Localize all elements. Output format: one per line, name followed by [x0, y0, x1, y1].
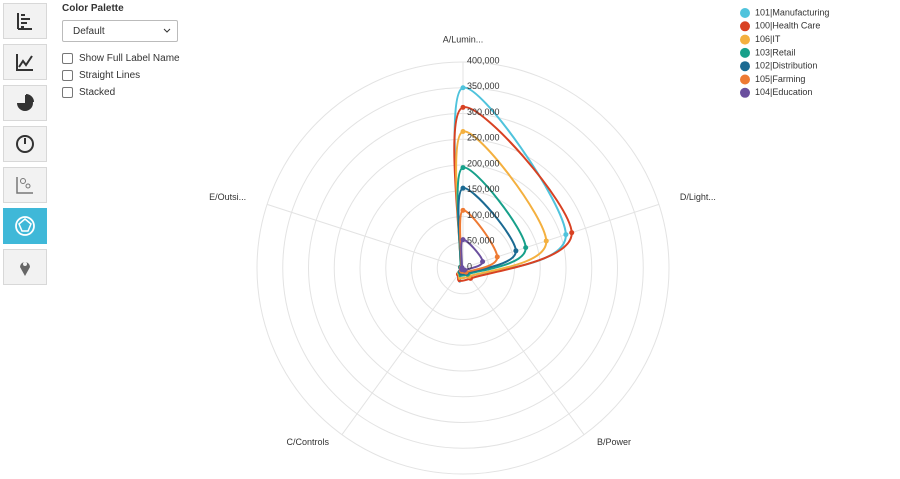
point	[569, 230, 575, 236]
legend-marker	[740, 34, 750, 45]
legend-label: 104|Education	[755, 87, 812, 97]
spoke	[341, 267, 464, 435]
option[interactable]: Show Full Label Name	[62, 50, 180, 67]
legend-label: 100|Health Care	[755, 21, 820, 31]
category-label: D/Light...	[680, 192, 716, 202]
y-tick-label: 100,000	[467, 210, 500, 220]
point	[494, 254, 500, 260]
scatter-button[interactable]	[3, 167, 47, 203]
point	[513, 248, 519, 254]
legend-marker	[740, 74, 750, 85]
legend-marker	[740, 8, 750, 18]
category-label: B/Power	[597, 437, 631, 447]
legend-label: 101|Manufacturing	[755, 7, 829, 17]
gauge-button[interactable]	[3, 126, 47, 162]
legend-marker	[740, 21, 750, 32]
option[interactable]: Straight Lines	[62, 67, 180, 84]
point	[563, 232, 569, 238]
icon	[20, 262, 30, 276]
icon	[17, 13, 32, 30]
icon	[16, 135, 34, 153]
point	[460, 165, 466, 171]
palette-select[interactable]: Default	[62, 20, 178, 42]
point	[459, 265, 465, 271]
point	[543, 238, 549, 244]
checkbox[interactable]	[62, 87, 73, 98]
option-label: Show Full Label Name	[79, 53, 180, 64]
point	[460, 185, 466, 191]
spoke	[266, 203, 464, 269]
option[interactable]: Stacked	[62, 84, 180, 101]
option-label: Stacked	[79, 87, 116, 98]
sidebar	[3, 3, 47, 290]
y-tick-label: 300,000	[467, 107, 500, 117]
legend-marker	[740, 61, 750, 72]
palette-label: Color Palette	[62, 3, 124, 14]
option-label: Straight Lines	[79, 70, 141, 81]
spoke	[462, 267, 585, 435]
checkbox[interactable]	[62, 70, 73, 81]
category-label: E/Outsi...	[209, 192, 246, 202]
y-tick-label: 50,000	[467, 236, 495, 246]
bar-chart-button[interactable]	[3, 3, 47, 39]
chevron	[163, 28, 171, 33]
point	[523, 245, 529, 251]
icon	[17, 94, 34, 111]
point	[460, 85, 466, 91]
line-chart-button[interactable]	[3, 44, 47, 80]
y-tick-label: 200,000	[467, 158, 500, 168]
category-label: C/Controls	[286, 437, 329, 447]
point	[460, 104, 466, 110]
checkbox[interactable]	[62, 53, 73, 64]
icon	[16, 54, 33, 71]
y-tick-label: 250,000	[467, 133, 500, 143]
legend-label: 102|Distribution	[755, 61, 817, 71]
pie-chart-button[interactable]	[3, 85, 47, 121]
y-tick-label: 150,000	[467, 184, 500, 194]
y-tick-label: 0	[467, 261, 472, 271]
y-tick-label: 400,000	[467, 55, 500, 65]
point	[460, 237, 466, 243]
legend-marker	[740, 47, 750, 58]
y-tick-label: 350,000	[467, 81, 500, 91]
legend-marker	[740, 87, 750, 98]
map-button[interactable]	[3, 249, 47, 285]
point	[460, 129, 466, 135]
point	[460, 207, 466, 213]
icon	[16, 177, 33, 194]
controls: Color Palette Default Show Full Label Na…	[62, 3, 180, 101]
point	[480, 259, 486, 265]
icon	[15, 216, 35, 236]
legend-label: 106|IT	[755, 34, 781, 44]
category-label: A/Lumin...	[443, 34, 484, 44]
palette-value: Default	[73, 25, 105, 37]
legend-label: 105|Farming	[755, 74, 805, 84]
radar-button[interactable]	[3, 208, 47, 244]
legend-label: 103|Retail	[755, 47, 795, 57]
